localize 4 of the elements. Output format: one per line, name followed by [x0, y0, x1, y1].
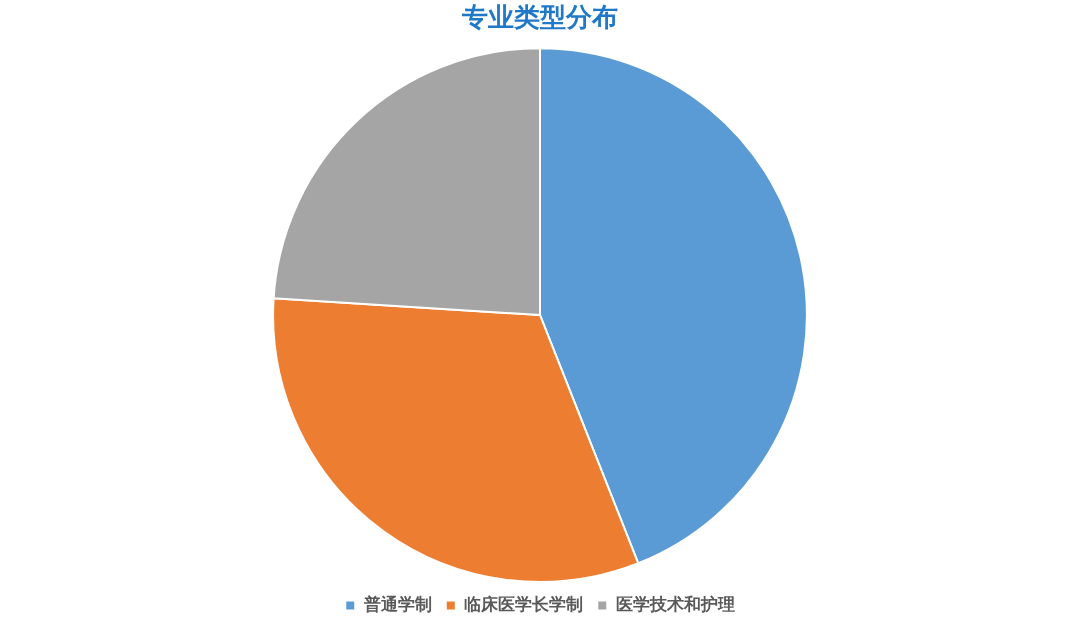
chart-title: 专业类型分布	[461, 2, 618, 33]
legend-label: 临床医学长学制	[464, 593, 584, 614]
legend-label: 普通学制	[362, 593, 432, 614]
legend-label: 医学技术和护理	[615, 593, 735, 614]
